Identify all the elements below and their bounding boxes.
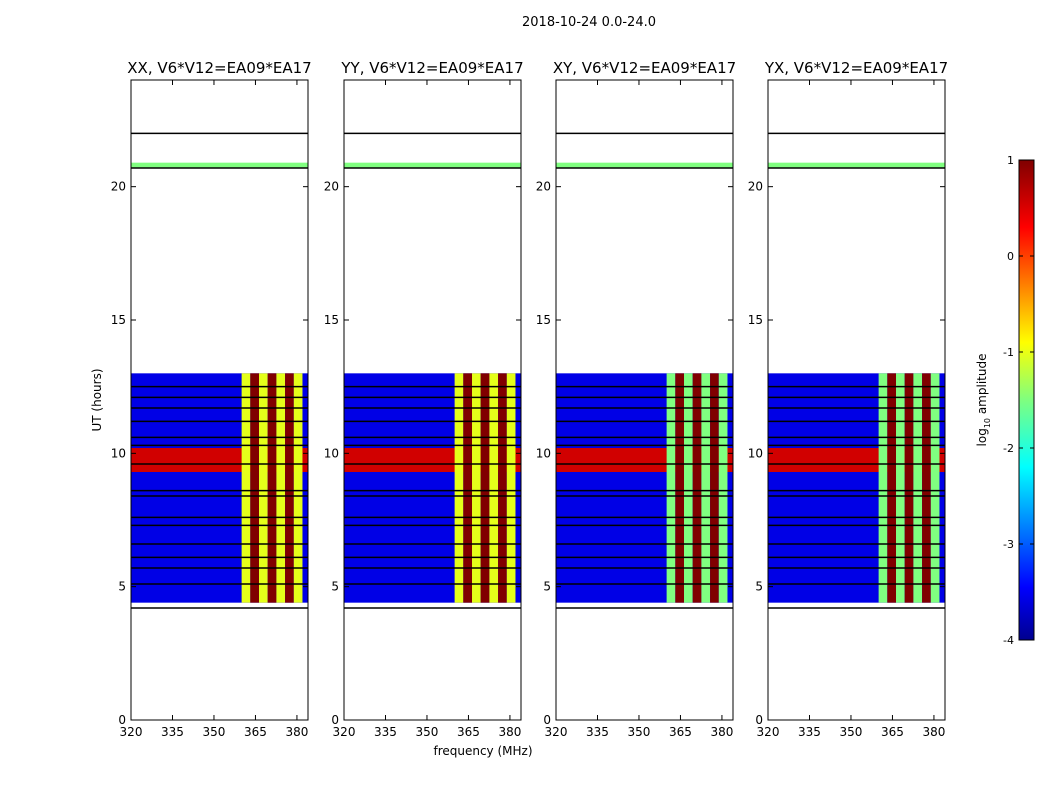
bright-band-stripe (489, 373, 499, 603)
bright-band-stripe (904, 373, 914, 603)
y-tick-label: 10 (111, 446, 126, 460)
colorbar-label: log10 amplitude (975, 354, 992, 447)
panel-1: XX, V6*V12=EA09*EA17 320 335 350 365 380 0 5 10 1… (111, 59, 312, 739)
bright-band-stripe (692, 373, 702, 603)
x-tick-label: 365 (881, 725, 904, 739)
y-tick-label: 0 (331, 713, 339, 727)
y-tick-label: 5 (331, 580, 339, 594)
bright-band-stripe (480, 373, 490, 603)
bright-band-stripe (896, 373, 905, 603)
y-tick-label: 15 (536, 313, 551, 327)
x-tick-label: 350 (840, 725, 863, 739)
colorbar-tick-label: -2 (1003, 442, 1014, 455)
x-tick-label: 350 (203, 725, 226, 739)
y-tick-label: 10 (748, 446, 763, 460)
bright-band-stripe (684, 373, 693, 603)
x-tick-label: 320 (757, 725, 780, 739)
bright-band-stripe (498, 373, 507, 603)
bright-band-stripe (887, 373, 897, 603)
extra-data-strip (131, 162, 308, 168)
y-tick-label: 10 (536, 446, 551, 460)
y-tick-label: 0 (118, 713, 126, 727)
bright-band-stripe (241, 373, 251, 603)
bright-band-stripe (718, 373, 728, 603)
panel-title: YY, V6*V12=EA09*EA17 (340, 59, 523, 77)
y-tick-label: 20 (111, 180, 126, 194)
extra-data-strip (344, 162, 521, 168)
y-tick-label: 0 (755, 713, 763, 727)
x-tick-label: 320 (120, 725, 143, 739)
x-tick-label: 365 (669, 725, 692, 739)
x-axis-label: frequency (MHz) (433, 744, 532, 758)
x-tick-label: 320 (545, 725, 568, 739)
panel-4: YX, V6*V12=EA09*EA17 320 335 350 365 380 0 5 10 1… (748, 59, 948, 739)
colorbar-gradient (1018, 159, 1035, 641)
bright-band-stripe (293, 373, 303, 603)
bright-band-stripe (922, 373, 931, 603)
x-tick-label: 335 (161, 725, 184, 739)
panel-frame (130, 79, 309, 721)
extra-data-strip (556, 162, 733, 168)
panel-title: XY, V6*V12=EA09*EA17 (553, 59, 736, 77)
panel-2: YY, V6*V12=EA09*EA17 320 335 350 365 380 0 5 10 1… (324, 59, 524, 739)
extra-data-strip (768, 162, 945, 168)
bright-band-stripe (930, 373, 940, 603)
colorbar-tick-label: 1 (1007, 154, 1014, 167)
bright-band-stripe (878, 373, 888, 603)
x-tick-label: 350 (416, 725, 439, 739)
y-tick-label: 15 (324, 313, 339, 327)
x-tick-label: 320 (333, 725, 356, 739)
colorbar-tick-label: -1 (1003, 346, 1014, 359)
panel-frame (767, 79, 946, 721)
x-tick-label: 365 (244, 725, 267, 739)
colorbar-tick-label: -4 (1003, 634, 1014, 647)
panel-title: YX, V6*V12=EA09*EA17 (764, 59, 948, 77)
y-tick-label: 5 (543, 580, 551, 594)
y-tick-label: 20 (748, 180, 763, 194)
bright-band-stripe (710, 373, 719, 603)
x-tick-label: 335 (586, 725, 609, 739)
y-tick-label: 10 (324, 446, 339, 460)
bright-band-stripe (276, 373, 286, 603)
bright-band-stripe (675, 373, 685, 603)
y-tick-label: 20 (536, 180, 551, 194)
bright-band-stripe (259, 373, 268, 603)
panels: XX, V6*V12=EA09*EA17 320 335 350 365 380 0 5 10 1… (111, 59, 948, 739)
bright-band-stripe (913, 373, 923, 603)
x-tick-label: 350 (628, 725, 651, 739)
y-tick-label: 0 (543, 713, 551, 727)
panel-frame (555, 79, 734, 721)
panel-3: XY, V6*V12=EA09*EA17 320 335 350 365 380 0 5 10 1… (536, 59, 736, 739)
x-tick-label: 380 (922, 725, 945, 739)
bright-band-stripe (267, 373, 277, 603)
bright-band-stripe (454, 373, 464, 603)
y-axis-label: UT (hours) (90, 368, 104, 431)
x-tick-label: 380 (285, 725, 308, 739)
bright-band-stripe (285, 373, 294, 603)
bright-band-stripe (666, 373, 676, 603)
x-tick-label: 365 (457, 725, 480, 739)
bright-band-stripe (506, 373, 516, 603)
panel-title: XX, V6*V12=EA09*EA17 (127, 59, 311, 77)
bright-band-stripe (701, 373, 711, 603)
x-tick-label: 335 (374, 725, 397, 739)
x-tick-label: 380 (710, 725, 733, 739)
colorbar: 1 0 -1 -2 -3 -4 log10 amplitude (975, 154, 1035, 647)
colorbar-tick-label: 0 (1007, 250, 1014, 263)
colorbar-ticks: 1 0 -1 -2 -3 -4 (1003, 154, 1034, 647)
bright-band-stripe (472, 373, 481, 603)
bright-band-stripe (463, 373, 473, 603)
y-tick-label: 5 (755, 580, 763, 594)
figure-suptitle: 2018-10-24 0.0-24.0 (522, 15, 656, 30)
x-tick-label: 380 (498, 725, 521, 739)
x-tick-label: 335 (798, 725, 821, 739)
y-tick-label: 15 (111, 313, 126, 327)
y-tick-label: 15 (748, 313, 763, 327)
colorbar-tick-label: -3 (1003, 538, 1014, 551)
bright-band-stripe (250, 373, 260, 603)
panel-frame (343, 79, 522, 721)
y-tick-label: 20 (324, 180, 339, 194)
y-tick-label: 5 (118, 580, 126, 594)
